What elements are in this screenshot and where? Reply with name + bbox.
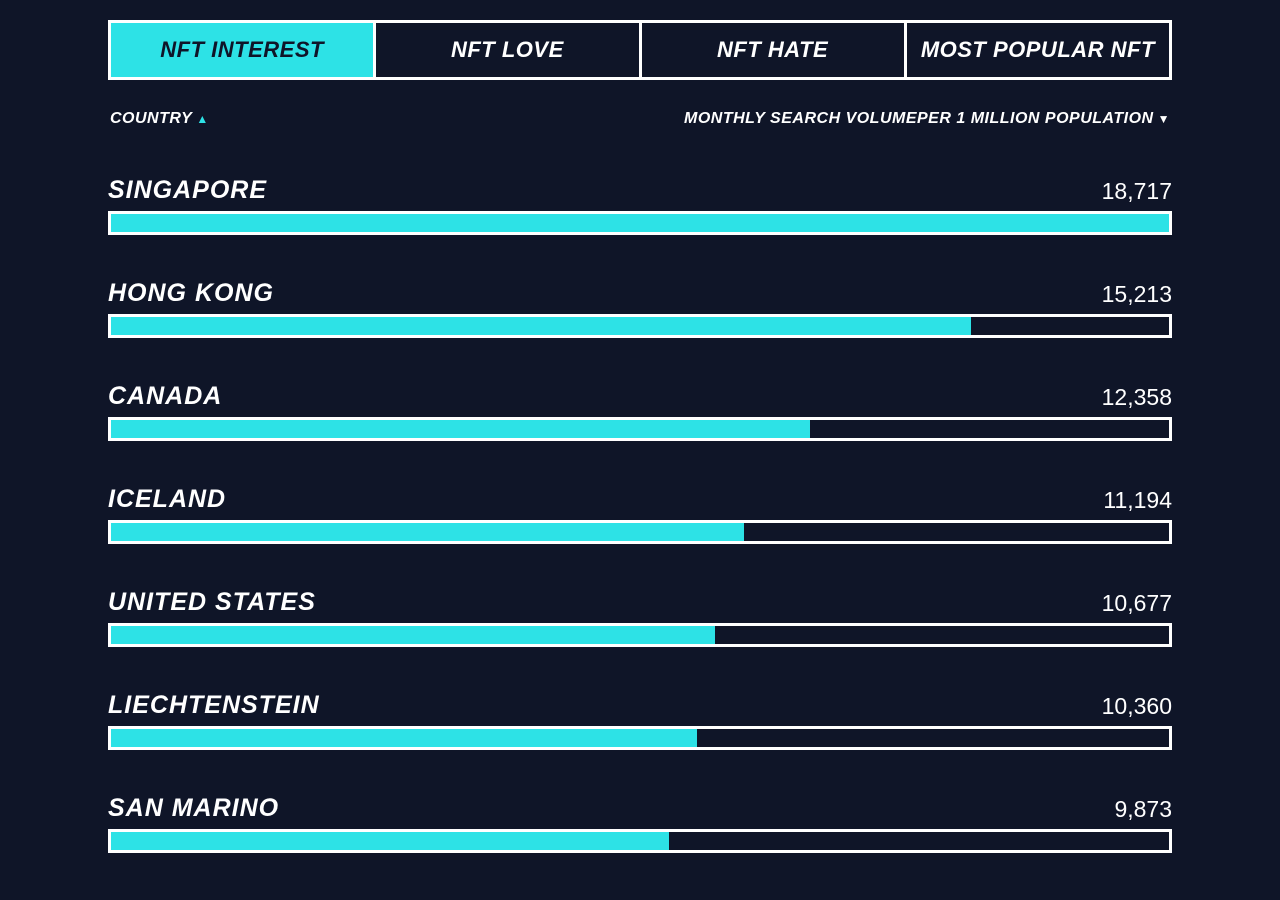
bar-fill bbox=[111, 420, 810, 438]
bar-track bbox=[108, 314, 1172, 338]
bar-fill bbox=[111, 626, 715, 644]
sort-ascending-icon: ▲ bbox=[196, 112, 208, 126]
bar-track bbox=[108, 726, 1172, 750]
tab-most-popular-nft[interactable]: MOST POPULAR NFT bbox=[907, 23, 1169, 77]
bar-track bbox=[108, 417, 1172, 441]
bar-row: LIECHTENSTEIN 10,360 bbox=[108, 691, 1172, 750]
country-column-header[interactable]: COUNTRY ▲ bbox=[110, 110, 209, 128]
country-name: CANADA bbox=[108, 382, 222, 411]
tab-nft-love[interactable]: NFT LOVE bbox=[376, 23, 641, 77]
volume-column-header[interactable]: MONTHLY SEARCH VOLUMEPER 1 MILLION POPUL… bbox=[684, 110, 1170, 128]
bar-fill bbox=[111, 729, 697, 747]
bar-label-line: HONG KONG 15,213 bbox=[108, 279, 1172, 308]
bar-value: 11,194 bbox=[1103, 487, 1172, 514]
column-headers: COUNTRY ▲ MONTHLY SEARCH VOLUMEPER 1 MIL… bbox=[108, 110, 1172, 128]
bar-value: 9,873 bbox=[1114, 796, 1172, 823]
volume-header-label: MONTHLY SEARCH VOLUMEPER 1 MILLION POPUL… bbox=[684, 110, 1154, 128]
tab-nft-interest[interactable]: NFT INTEREST bbox=[111, 23, 376, 77]
sort-descending-icon: ▼ bbox=[1158, 112, 1170, 126]
bar-track bbox=[108, 829, 1172, 853]
bar-value: 12,358 bbox=[1102, 384, 1172, 411]
bar-row: UNITED STATES 10,677 bbox=[108, 588, 1172, 647]
bar-label-line: ICELAND 11,194 bbox=[108, 485, 1172, 514]
country-header-label: COUNTRY bbox=[110, 110, 192, 128]
country-name: SINGAPORE bbox=[108, 176, 267, 205]
bar-label-line: SAN MARINO 9,873 bbox=[108, 794, 1172, 823]
bar-value: 10,677 bbox=[1102, 590, 1172, 617]
bar-fill bbox=[111, 832, 669, 850]
bar-row: SINGAPORE 18,717 bbox=[108, 176, 1172, 235]
bar-track bbox=[108, 520, 1172, 544]
bar-row: SAN MARINO 9,873 bbox=[108, 794, 1172, 853]
main-container: NFT INTEREST NFT LOVE NFT HATE MOST POPU… bbox=[0, 0, 1280, 853]
country-name: ICELAND bbox=[108, 485, 226, 514]
bar-row: ICELAND 11,194 bbox=[108, 485, 1172, 544]
country-name: UNITED STATES bbox=[108, 588, 316, 617]
bar-row: CANADA 12,358 bbox=[108, 382, 1172, 441]
country-name: LIECHTENSTEIN bbox=[108, 691, 320, 720]
bar-track bbox=[108, 211, 1172, 235]
tab-nft-hate[interactable]: NFT HATE bbox=[642, 23, 907, 77]
bar-value: 15,213 bbox=[1102, 281, 1172, 308]
bar-fill bbox=[111, 523, 744, 541]
tabs-nav: NFT INTEREST NFT LOVE NFT HATE MOST POPU… bbox=[108, 20, 1172, 80]
bar-label-line: SINGAPORE 18,717 bbox=[108, 176, 1172, 205]
bar-value: 10,360 bbox=[1102, 693, 1172, 720]
country-name: HONG KONG bbox=[108, 279, 274, 308]
bar-label-line: CANADA 12,358 bbox=[108, 382, 1172, 411]
bar-fill bbox=[111, 214, 1169, 232]
bar-chart: SINGAPORE 18,717 HONG KONG 15,213 CANADA… bbox=[108, 176, 1172, 853]
country-name: SAN MARINO bbox=[108, 794, 279, 823]
bar-label-line: UNITED STATES 10,677 bbox=[108, 588, 1172, 617]
bar-track bbox=[108, 623, 1172, 647]
bar-row: HONG KONG 15,213 bbox=[108, 279, 1172, 338]
bar-value: 18,717 bbox=[1102, 178, 1172, 205]
bar-fill bbox=[111, 317, 971, 335]
bar-label-line: LIECHTENSTEIN 10,360 bbox=[108, 691, 1172, 720]
